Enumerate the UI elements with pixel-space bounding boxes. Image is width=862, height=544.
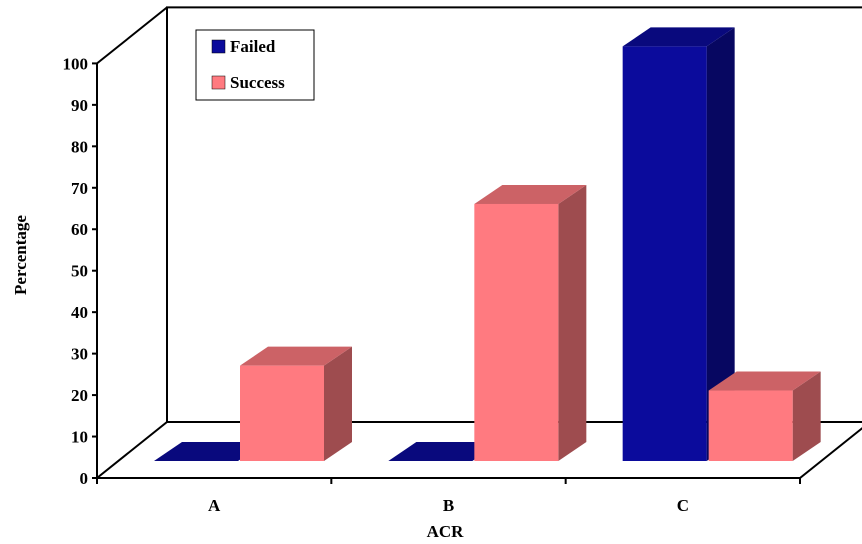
bar-success-a xyxy=(240,346,352,461)
side-wall-top-edge xyxy=(96,6,168,65)
bar-failed-c xyxy=(622,27,735,462)
bar-top xyxy=(388,442,501,461)
bar-success-c xyxy=(708,371,821,461)
bar-top xyxy=(474,184,587,204)
legend-label-success: Success xyxy=(230,73,285,92)
x-category-label: C xyxy=(677,496,689,515)
bar-top xyxy=(708,371,821,391)
y-tick-label: 50 xyxy=(71,262,88,281)
y-axis-title: Percentage xyxy=(11,215,30,295)
y-tick-label: 70 xyxy=(71,179,88,198)
y-tick-label: 0 xyxy=(80,469,89,488)
x-axis-title: ACR xyxy=(427,522,465,541)
y-tick-label: 60 xyxy=(71,220,88,239)
y-tick-label: 100 xyxy=(63,54,89,73)
bar-top xyxy=(622,27,735,47)
bar-front xyxy=(708,390,793,461)
bar-success-b xyxy=(474,184,587,461)
chart-axes: 0 10 20 30 40 50 60 70 80 90 100 A B C xyxy=(63,54,801,515)
bar-side xyxy=(792,371,821,461)
bar-top xyxy=(240,346,352,366)
bar-side xyxy=(706,27,735,462)
bar-top xyxy=(154,442,266,461)
legend-label-failed: Failed xyxy=(230,37,276,56)
bar-failed-a xyxy=(154,442,266,461)
bar-front xyxy=(622,46,707,462)
chart-bars xyxy=(154,27,821,462)
x-category-label: A xyxy=(208,496,221,515)
y-tick-label: 80 xyxy=(71,137,88,156)
y-tick-label: 40 xyxy=(71,303,88,322)
y-tick-label: 30 xyxy=(71,345,88,364)
y-tick-label: 90 xyxy=(71,96,88,115)
y-tick-label: 20 xyxy=(71,386,88,405)
legend-swatch-failed xyxy=(211,39,226,54)
bar-failed-b xyxy=(388,442,501,461)
bar-side xyxy=(558,184,587,461)
bar-side xyxy=(324,346,352,461)
x-category-label: B xyxy=(443,496,454,515)
y-tick-label: 10 xyxy=(71,428,88,447)
bar-front xyxy=(474,203,559,461)
legend-swatch-success xyxy=(211,75,226,90)
bar-front xyxy=(240,365,324,461)
legend: Failed Success xyxy=(195,29,315,101)
